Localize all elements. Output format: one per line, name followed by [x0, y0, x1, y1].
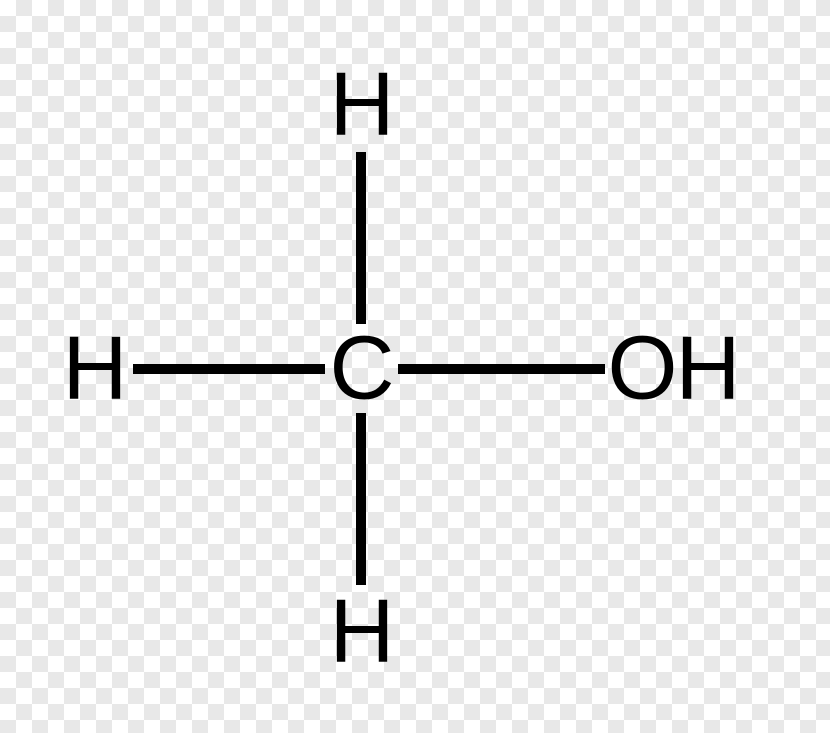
bond-c-oh	[398, 364, 605, 374]
atom-carbon: C	[330, 318, 393, 421]
atom-h-left: H	[63, 318, 126, 421]
atom-h-top: H	[330, 54, 393, 157]
bond-c-h-top	[356, 152, 366, 324]
bond-c-h-left	[133, 364, 325, 374]
atom-hydroxyl: OH	[608, 318, 739, 421]
atom-h-bottom: H	[330, 581, 393, 684]
bond-c-h-bottom	[356, 413, 366, 585]
